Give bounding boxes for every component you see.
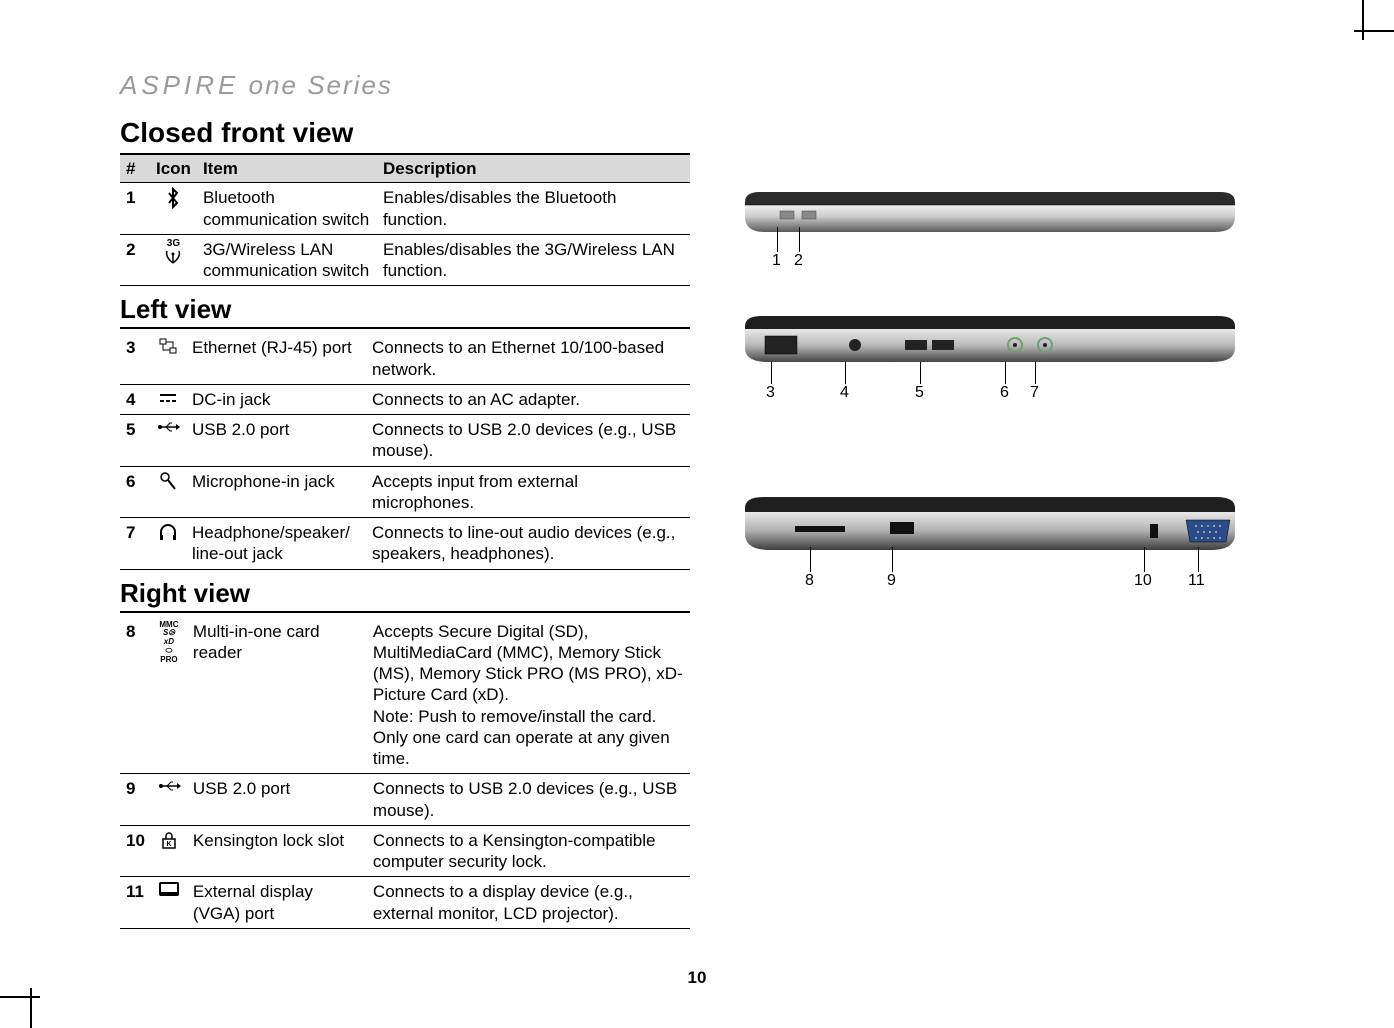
- tables-column: Closed front view # Icon Item Descriptio…: [120, 107, 690, 929]
- cell-desc: Connects to line-out audio devices (e.g.…: [366, 518, 690, 570]
- diagram-label: 1: [772, 252, 781, 270]
- th-item: Item: [197, 154, 377, 183]
- cell-desc: Connects to a Kensington-compatible comp…: [367, 825, 690, 877]
- cell-num: 5: [120, 415, 150, 467]
- table-row: 4 DC-in jack Connects to an AC adapter.: [120, 384, 690, 414]
- usb-icon: [150, 415, 186, 467]
- diagram-label: 4: [840, 384, 849, 402]
- cell-num: 1: [120, 183, 150, 235]
- table-row: 5 USB 2.0 port Connects to USB 2.0 devic…: [120, 415, 690, 467]
- cell-item: Kensington lock slot: [187, 825, 367, 877]
- cell-num: 4: [120, 384, 150, 414]
- vga-icon: [151, 877, 187, 929]
- diagram-label: 8: [805, 572, 814, 590]
- heading-closed-front: Closed front view: [120, 117, 690, 149]
- cell-desc: Accepts input from external microphones.: [366, 466, 690, 518]
- cell-item: Ethernet (RJ-45) port: [186, 333, 366, 384]
- cell-num: 9: [120, 774, 151, 826]
- table-row: 1 Bluetooth communication switch Enables…: [120, 183, 690, 235]
- brand-line: ASPIRE one Series: [120, 70, 1290, 101]
- usb-icon: [151, 774, 187, 826]
- table-row: 7 Headphone/speaker/ line-out jack Conne…: [120, 518, 690, 570]
- diagram-label: 3: [766, 384, 775, 402]
- card-reader-icon: MMCS⧁xD⬭ PRO: [151, 617, 187, 774]
- cell-num: 6: [120, 466, 150, 518]
- dc-in-icon: [150, 384, 186, 414]
- diagram-left-view: 3 4 5 6 7: [730, 312, 1250, 372]
- cell-desc: Connects to an Ethernet 10/100-based net…: [366, 333, 690, 384]
- headphone-icon: [150, 518, 186, 570]
- table-right-view: 8 MMCS⧁xD⬭ PRO Multi-in-one card reader …: [120, 617, 690, 929]
- bluetooth-icon: [150, 183, 197, 235]
- cell-desc: Connects to USB 2.0 devices (e.g., USB m…: [367, 774, 690, 826]
- diagram-label: 6: [1000, 384, 1009, 402]
- diagram-label: 11: [1188, 572, 1205, 590]
- table-closed-front: # Icon Item Description 1 Bluetooth comm…: [120, 153, 690, 286]
- cell-desc: Enables/disables the Bluetooth function.: [377, 183, 690, 235]
- diagram-label: 7: [1030, 384, 1039, 402]
- cell-item: Bluetooth communication switch: [197, 183, 377, 235]
- table-header-row: # Icon Item Description: [120, 154, 690, 183]
- cell-num: 7: [120, 518, 150, 570]
- cell-item: Headphone/speaker/ line-out jack: [186, 518, 366, 570]
- brand-series: Series: [307, 70, 393, 100]
- lock-icon: K: [151, 825, 187, 877]
- cell-desc: Enables/disables the 3G/Wireless LAN fun…: [377, 234, 690, 286]
- table-row: 9 USB 2.0 port Connects to USB 2.0 devic…: [120, 774, 690, 826]
- page-number: 10: [0, 968, 1394, 988]
- table-row: 2 3G 3G/Wireless LAN communication switc…: [120, 234, 690, 286]
- cell-desc: Accepts Secure Digital (SD), MultiMediaC…: [367, 617, 690, 774]
- cell-num: 8: [120, 617, 151, 774]
- th-num: #: [120, 154, 150, 183]
- cell-desc: Connects to an AC adapter.: [366, 384, 690, 414]
- wireless-icon: 3G: [150, 234, 197, 286]
- diagram-right-view: 8 9 10 11: [730, 492, 1250, 562]
- cell-item: DC-in jack: [186, 384, 366, 414]
- table-row: 8 MMCS⧁xD⬭ PRO Multi-in-one card reader …: [120, 617, 690, 774]
- cell-item: 3G/Wireless LAN communication switch: [197, 234, 377, 286]
- heading-left-view: Left view: [120, 294, 690, 329]
- diagram-label: 10: [1134, 572, 1152, 590]
- cell-desc: Connects to a display device (e.g., exte…: [367, 877, 690, 929]
- table-row: 11 External display (VGA) port Connects …: [120, 877, 690, 929]
- diagram-label: 2: [794, 252, 803, 270]
- ethernet-icon: [150, 333, 186, 384]
- diagrams-column: 1 2: [730, 107, 1250, 632]
- th-desc: Description: [377, 154, 690, 183]
- page-content: ASPIRE one Series Closed front view # Ic…: [120, 70, 1290, 929]
- microphone-icon: [150, 466, 186, 518]
- crop-mark-top-right: [1334, 0, 1394, 60]
- table-row: 3 Ethernet (RJ-45) port Connects to an E…: [120, 333, 690, 384]
- diagram-closed-front: 1 2: [730, 187, 1250, 242]
- cell-num: 10: [120, 825, 151, 877]
- cell-desc: Connects to USB 2.0 devices (e.g., USB m…: [366, 415, 690, 467]
- table-row: 10 K Kensington lock slot Connects to a …: [120, 825, 690, 877]
- cell-item: USB 2.0 port: [187, 774, 367, 826]
- cell-item: Microphone-in jack: [186, 466, 366, 518]
- cell-item: External display (VGA) port: [187, 877, 367, 929]
- th-icon: Icon: [150, 154, 197, 183]
- diagram-label: 5: [915, 384, 924, 402]
- table-row: 6 Microphone-in jack Accepts input from …: [120, 466, 690, 518]
- cell-item: Multi-in-one card reader: [187, 617, 367, 774]
- diagram-label: 9: [887, 572, 896, 590]
- cell-item: USB 2.0 port: [186, 415, 366, 467]
- cell-num: 11: [120, 877, 151, 929]
- svg-text:K: K: [166, 841, 171, 848]
- heading-right-view: Right view: [120, 578, 690, 613]
- cell-num: 3: [120, 333, 150, 384]
- cell-num: 2: [120, 234, 150, 286]
- table-left-view: 3 Ethernet (RJ-45) port Connects to an E…: [120, 333, 690, 569]
